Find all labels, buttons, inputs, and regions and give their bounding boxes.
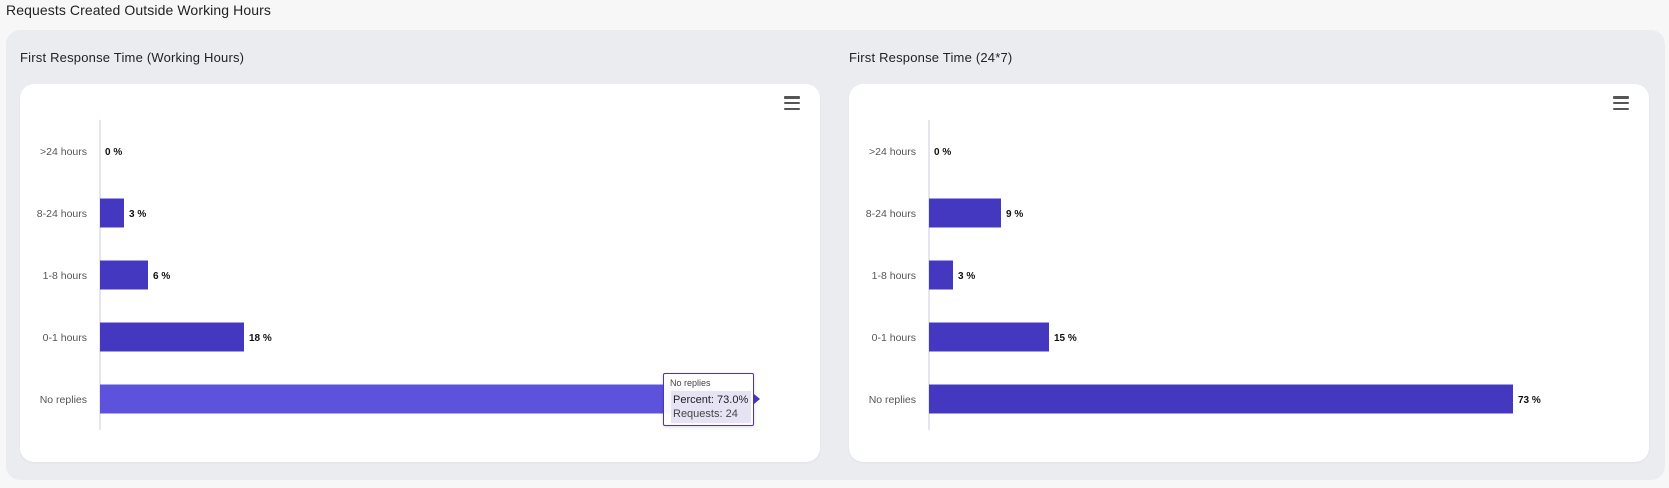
- bar-1-8-hours[interactable]: [100, 260, 148, 290]
- tooltip-requests-value: 24: [725, 408, 738, 420]
- bar-chart-working-hours: >24 hours 0 % 8-24 hours 3 % 1-8 hours 6 % 0-1…: [37, 120, 712, 430]
- y-tick-label-8-24-hours: 8-24 hours: [37, 208, 87, 220]
- chart-title-24x7: First Response Time (24*7): [849, 50, 1013, 65]
- tooltip-requests: Requests: 24: [673, 408, 738, 420]
- bar-no-replies[interactable]: [100, 384, 684, 414]
- data-label-0-1-hours: 15 %: [1054, 333, 1077, 344]
- chart-card-24x7: >24 hours 0 % 8-24 hours 9 % 1-8 hours 3 % 0-1…: [849, 84, 1649, 462]
- data-label-1-8-hours: 3 %: [958, 271, 975, 282]
- tooltip-percent-value: 73.0%: [717, 394, 749, 406]
- bar-8-24-hours[interactable]: [929, 198, 1001, 228]
- bar-chart-24x7: >24 hours 0 % 8-24 hours 9 % 1-8 hours 3 % 0-1…: [866, 120, 1541, 430]
- bar-0-1-hours[interactable]: [929, 322, 1049, 352]
- bar-no-replies[interactable]: [929, 384, 1513, 414]
- chart-title-working-hours: First Response Time (Working Hours): [20, 50, 245, 65]
- tooltip-percent: Percent: 73.0%: [673, 394, 748, 406]
- y-tick-label-0-1-hours: 0-1 hours: [43, 332, 87, 344]
- chart-tooltip: No replies Percent: 73.0% Requests: 24: [663, 373, 760, 426]
- data-label-24-hours: 0 %: [934, 147, 951, 158]
- data-label-8-24-hours: 9 %: [1006, 209, 1023, 220]
- hamburger-menu-icon[interactable]: [1613, 96, 1629, 110]
- y-tick-label-0-1-hours: 0-1 hours: [872, 332, 916, 344]
- bar-8-24-hours[interactable]: [100, 198, 124, 228]
- hamburger-menu-icon[interactable]: [784, 96, 800, 110]
- bar-1-8-hours[interactable]: [929, 260, 953, 290]
- y-tick-label-no-replies: No replies: [869, 394, 916, 406]
- y-tick-label-no-replies: No replies: [40, 394, 87, 406]
- data-label-8-24-hours: 3 %: [129, 209, 146, 220]
- data-label-24-hours: 0 %: [105, 147, 122, 158]
- tooltip-category: No replies: [670, 378, 711, 388]
- data-label-1-8-hours: 6 %: [153, 271, 170, 282]
- tooltip-requests-label: Requests:: [673, 408, 723, 420]
- y-tick-label-8-24-hours: 8-24 hours: [866, 208, 916, 220]
- y-tick-label-24-hours: >24 hours: [40, 146, 87, 158]
- y-tick-label-1-8-hours: 1-8 hours: [43, 270, 87, 282]
- page-title: Requests Created Outside Working Hours: [6, 2, 271, 18]
- tooltip-body: Percent: 73.0% Requests: 24: [671, 391, 751, 423]
- bar-0-1-hours[interactable]: [100, 322, 244, 352]
- data-label-no-replies: 73 %: [1518, 395, 1541, 406]
- chart-card-working-hours: >24 hours 0 % 8-24 hours 3 % 1-8 hours 6 % 0-1…: [20, 84, 820, 462]
- y-tick-label-1-8-hours: 1-8 hours: [872, 270, 916, 282]
- tooltip-percent-label: Percent:: [673, 394, 714, 406]
- data-label-0-1-hours: 18 %: [249, 333, 272, 344]
- y-tick-label-24-hours: >24 hours: [869, 146, 916, 158]
